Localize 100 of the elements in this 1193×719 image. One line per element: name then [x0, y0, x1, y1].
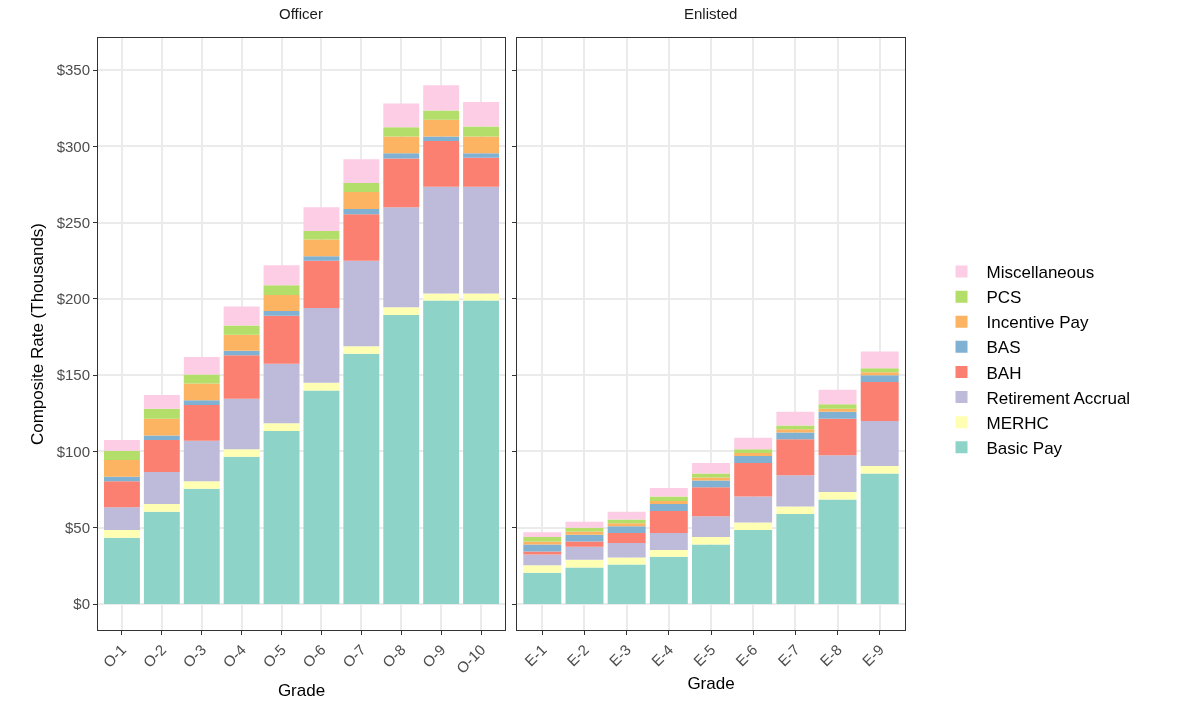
bar: [607, 519, 646, 524]
bar: [383, 158, 420, 208]
bar: [523, 541, 562, 545]
bar: [692, 516, 730, 537]
legend-label: Basic Pay: [986, 438, 1063, 458]
bar: [523, 551, 562, 555]
bar: [183, 481, 220, 489]
legend-label: PCS: [986, 288, 1022, 308]
bar: [223, 325, 260, 335]
chart-title: Enlisted: [684, 5, 738, 22]
bar: [423, 300, 460, 605]
bar: [818, 491, 857, 500]
bar: [565, 534, 604, 542]
bar: [383, 136, 420, 154]
bar: [303, 256, 340, 261]
bar: [303, 390, 340, 605]
bar: [523, 536, 562, 542]
bar: [463, 153, 500, 158]
bar: [523, 532, 562, 537]
bar: [776, 475, 815, 507]
bar: [343, 353, 380, 605]
bar: [649, 504, 688, 511]
bar: [607, 564, 646, 605]
x-tick-label: E-9: [858, 640, 888, 670]
y-tick-label: $250: [56, 213, 90, 231]
bar: [423, 140, 460, 187]
bar: [103, 481, 140, 508]
bar: [818, 411, 857, 419]
bar: [143, 440, 180, 473]
bar: [692, 544, 730, 605]
bar: [103, 507, 140, 531]
bar: [343, 346, 380, 354]
bar: [649, 501, 688, 505]
bar: [343, 182, 380, 193]
bar: [423, 85, 460, 111]
bar: [383, 307, 420, 315]
bar: [607, 526, 646, 534]
bar: [423, 119, 460, 137]
bar: [607, 511, 646, 520]
bar: [183, 374, 220, 384]
bar: [343, 208, 380, 215]
bar: [649, 549, 688, 557]
bar: [607, 543, 646, 558]
bar: [103, 440, 140, 451]
bar: [776, 429, 815, 433]
bar: [303, 231, 340, 240]
bar: [143, 511, 180, 605]
bar: [103, 537, 140, 605]
bar: [607, 523, 646, 527]
bar: [423, 136, 460, 141]
bar: [860, 375, 899, 383]
bar: [423, 110, 460, 120]
x-tick-label: O-5: [259, 640, 289, 671]
bar: [776, 514, 815, 605]
bar: [183, 356, 220, 375]
bar: [649, 556, 688, 605]
bar: [263, 423, 300, 431]
bar: [383, 314, 420, 605]
bar: [734, 522, 773, 531]
bar: [463, 102, 500, 127]
bar: [183, 404, 220, 441]
bar: [183, 440, 220, 482]
bar: [649, 488, 688, 497]
bar: [776, 411, 815, 426]
bar: [183, 400, 220, 405]
bar: [383, 127, 420, 137]
bar: [143, 395, 180, 409]
bar: [263, 430, 300, 605]
bar: [776, 506, 815, 515]
y-tick-label: $150: [56, 366, 90, 384]
x-tick-label: O-8: [378, 640, 409, 671]
x-axis-title: Grade: [687, 673, 735, 693]
x-tick-label: E-5: [689, 640, 719, 670]
bar: [263, 285, 300, 296]
bar: [303, 308, 340, 383]
bar: [143, 504, 180, 512]
bar: [183, 383, 220, 401]
legend-label: Incentive Pay: [986, 313, 1090, 333]
x-axis-title: Grade: [277, 680, 326, 700]
bar: [692, 536, 730, 545]
bar: [303, 260, 340, 309]
bar: [860, 473, 899, 605]
bar: [860, 420, 899, 466]
bar: [565, 527, 604, 532]
bar: [692, 462, 730, 474]
bar: [818, 389, 857, 405]
x-tick-label: O-6: [299, 640, 329, 671]
bar: [463, 136, 500, 154]
legend-label: MERHC: [986, 413, 1049, 433]
bar: [565, 541, 604, 547]
bar: [223, 334, 260, 351]
y-tick-label: $0: [73, 595, 90, 613]
bar: [263, 265, 300, 286]
bar: [143, 408, 180, 419]
bar: [223, 398, 260, 450]
x-tick-label: E-3: [605, 640, 635, 670]
x-tick-label: E-4: [647, 640, 677, 670]
x-tick-label: O-3: [179, 640, 210, 671]
bar: [383, 207, 420, 308]
bar: [818, 404, 857, 409]
